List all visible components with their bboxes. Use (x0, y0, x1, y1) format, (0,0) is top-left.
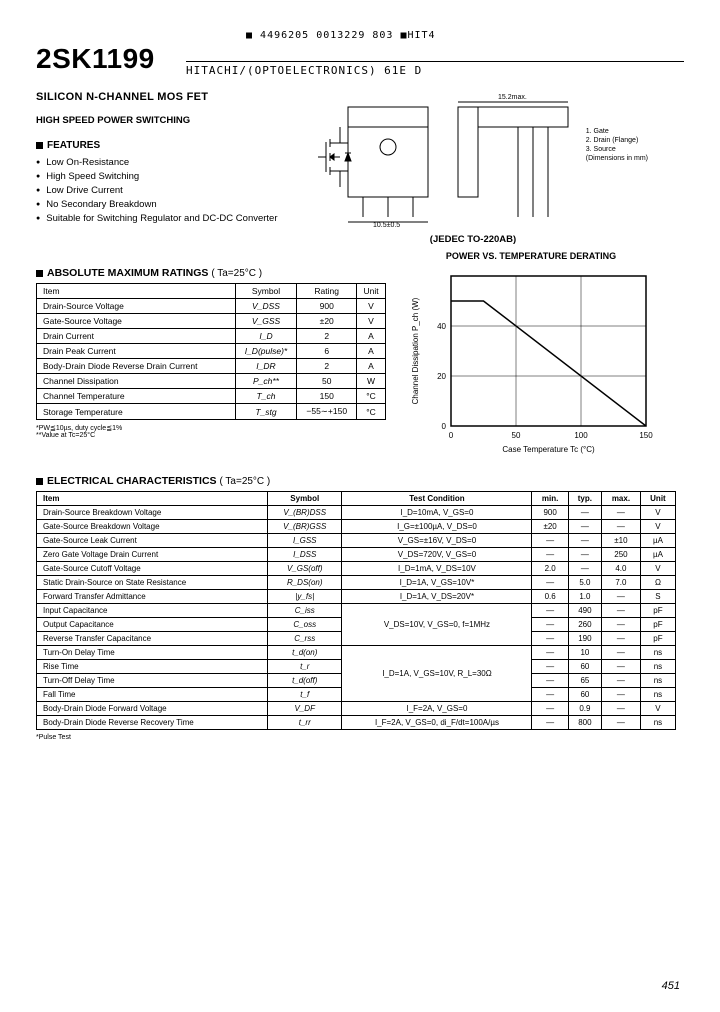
svg-text:50: 50 (512, 431, 521, 440)
electrical-footnote: *Pulse Test (36, 734, 684, 741)
table-row: Body-Drain Diode Reverse Recovery Timet_… (37, 715, 676, 729)
table-row: Body-Drain Diode Forward VoltageV_DFI_F=… (37, 701, 676, 715)
svg-text:0: 0 (449, 431, 454, 440)
svg-text:Channel Dissipation P_ch (W): Channel Dissipation P_ch (W) (411, 297, 420, 404)
part-number: 2SK1199 (36, 43, 155, 75)
features-heading: FEATURES (36, 140, 296, 151)
pin-list: 1. Gate2. Drain (Flange)3. Source(Dimens… (586, 127, 648, 163)
device-type: SILICON N-CHANNEL MOS FET (36, 91, 296, 103)
svg-text:150: 150 (639, 431, 653, 440)
chart-title: POWER VS. TEMPERATURE DERATING (406, 251, 656, 262)
table-row: Drain-Source Breakdown VoltageV_(BR)DSSI… (37, 505, 676, 519)
page-number: 451 (662, 980, 680, 992)
table-row: Input CapacitanceC_issV_DS=10V, V_GS=0, … (37, 603, 676, 617)
table-row: Static Drain-Source on State ResistanceR… (37, 575, 676, 589)
features-list: Low On-Resistance High Speed Switching Low… (36, 157, 296, 224)
svg-text:Case Temperature Tc (°C): Case Temperature Tc (°C) (502, 445, 595, 454)
table-row: Gate-Source VoltageV_GSS±20V (37, 314, 386, 329)
table-row: Storage TemperatureT_stg−55∼+150°C (37, 404, 386, 420)
table-row: Drain CurrentI_D2A (37, 329, 386, 344)
application-line: HIGH SPEED POWER SWITCHING (36, 115, 296, 126)
ratings-title: ABSOLUTE MAXIMUM RATINGS ( Ta=25°C ) (36, 267, 386, 279)
table-row: Body-Drain Diode Reverse Drain CurrentI_… (37, 359, 386, 374)
feature-item: Low Drive Current (36, 185, 296, 196)
package-drawing: 10.5±0.5 15.2max. 1. Gate2. Drain (Flang… (308, 77, 638, 245)
electrical-table: ItemSymbolTest Conditionmin.typ.max.Unit… (36, 491, 676, 730)
table-row: Zero Gate Voltage Drain CurrentI_DSSV_DS… (37, 547, 676, 561)
table-row: Forward Transfer Admittance|y_fs|I_D=1A,… (37, 589, 676, 603)
derating-chart: 0 50 100 150 0 20 40 Case Temperature Tc (°C) Ch… (406, 266, 656, 456)
table-row: Gate-Source Cutoff VoltageV_GS(off)I_D=1… (37, 561, 676, 575)
feature-item: Low On-Resistance (36, 157, 296, 168)
svg-text:20: 20 (437, 372, 446, 381)
svg-text:10.5±0.5: 10.5±0.5 (373, 222, 400, 227)
table-row: Drain Peak CurrentI_D(pulse)*6A (37, 344, 386, 359)
table-row: Gate-Source Leak CurrentI_GSSV_GS=±16V, … (37, 533, 676, 547)
ratings-footnotes: *PW≦10µs, duty cycle≦1%**Value at Tc=25°… (36, 424, 386, 439)
feature-item: High Speed Switching (36, 171, 296, 182)
electrical-title: ELECTRICAL CHARACTERISTICS ( Ta=25°C ) (36, 475, 684, 487)
top-code-line: ■ 4496205 0013229 803 ■HIT4 (246, 30, 684, 41)
table-row: Channel TemperatureT_ch150°C (37, 389, 386, 404)
table-row: Channel DissipationP_ch**50W (37, 374, 386, 389)
feature-item: No Secondary Breakdown (36, 199, 296, 210)
table-row: Gate-Source Breakdown VoltageV_(BR)GSSI_… (37, 519, 676, 533)
manufacturer-line: HITACHI/(OPTOELECTRONICS) 61E D (186, 61, 684, 77)
package-caption: (JEDEC TO-220AB) (308, 234, 638, 245)
table-row: Turn-On Delay Timet_d(on)I_D=1A, V_GS=10… (37, 645, 676, 659)
svg-text:0: 0 (442, 422, 447, 431)
ratings-table: ItemSymbolRatingUnitDrain-Source Voltage… (36, 283, 386, 420)
table-row: Drain-Source VoltageV_DSS900V (37, 299, 386, 314)
feature-item: Suitable for Switching Regulator and DC-… (36, 213, 296, 224)
svg-text:40: 40 (437, 322, 446, 331)
svg-text:100: 100 (574, 431, 588, 440)
svg-text:15.2max.: 15.2max. (498, 94, 527, 101)
